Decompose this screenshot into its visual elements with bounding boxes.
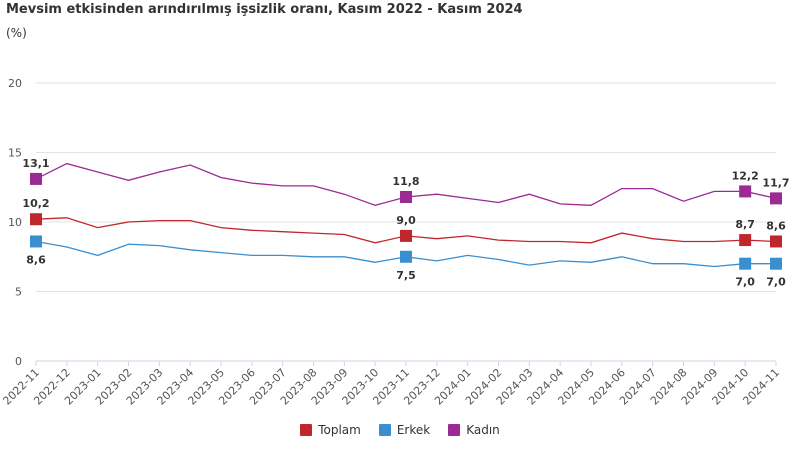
- legend-item-kadin[interactable]: Kadın: [448, 423, 500, 437]
- data-label: 8,6: [26, 253, 46, 266]
- legend-label-erkek: Erkek: [396, 423, 431, 437]
- y-tick-label: 5: [15, 286, 22, 299]
- data-label: 10,2: [22, 197, 49, 210]
- data-point-marker: [770, 257, 782, 270]
- data-label: 7,0: [735, 276, 755, 289]
- data-label: 11,7: [762, 176, 789, 189]
- y-tick-label: 10: [8, 216, 22, 229]
- legend-label-toplam: Toplam: [318, 423, 361, 437]
- y-tick-label: 15: [8, 147, 22, 160]
- data-point-marker: [739, 257, 752, 270]
- unit-label: (%): [6, 26, 27, 40]
- data-point-marker: [770, 192, 782, 205]
- data-point-marker: [30, 235, 42, 248]
- data-point-marker: [400, 229, 412, 242]
- data-point-marker: [30, 172, 42, 185]
- data-label: 8,7: [735, 218, 755, 231]
- y-tick-label: 20: [8, 77, 22, 90]
- data-label: 9,0: [396, 214, 416, 227]
- data-point-marker: [400, 250, 412, 263]
- legend-swatch-toplam: [300, 424, 313, 436]
- data-label: 11,8: [392, 175, 419, 188]
- data-label: 7,0: [766, 276, 786, 289]
- data-point-marker: [739, 185, 752, 198]
- data-label: 8,6: [766, 219, 786, 232]
- chart-title: Mevsim etkisinden arındırılmış işsizlik …: [6, 2, 523, 17]
- data-point-marker: [30, 213, 42, 226]
- legend-item-toplam[interactable]: Toplam: [300, 423, 361, 437]
- legend-label-kadin: Kadın: [466, 423, 500, 437]
- legend: Toplam Erkek Kadın: [0, 423, 800, 437]
- legend-item-erkek[interactable]: Erkek: [378, 423, 431, 437]
- data-point-marker: [400, 190, 412, 203]
- legend-swatch-erkek: [378, 424, 391, 436]
- y-tick-label: 0: [15, 355, 22, 368]
- data-label: 7,5: [396, 269, 416, 282]
- data-point-marker: [770, 235, 782, 248]
- data-label: 13,1: [22, 157, 49, 170]
- data-label: 12,2: [732, 169, 759, 182]
- data-point-marker: [739, 234, 752, 247]
- legend-swatch-kadin: [448, 424, 461, 436]
